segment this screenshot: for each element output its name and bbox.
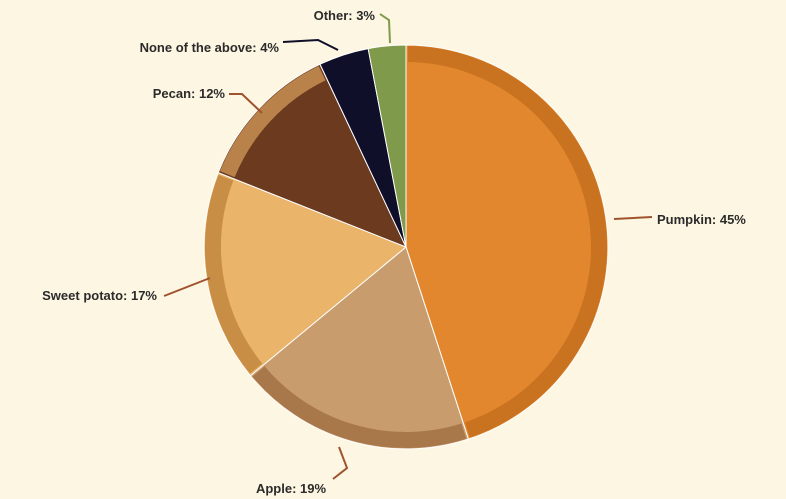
label-pumpkin: Pumpkin: 45% — [657, 212, 746, 227]
slice-pumpkin — [405, 44, 609, 440]
leader-pecan — [229, 93, 263, 114]
leader-none-of-the-above — [282, 38, 339, 51]
leader-other — [379, 13, 391, 44]
leader-sweet-potato — [163, 277, 211, 297]
crust-pumpkin — [407, 46, 607, 438]
leader-apple — [332, 446, 349, 480]
slice-other — [367, 44, 407, 248]
crust-pecan — [219, 65, 326, 178]
crust-apple — [252, 366, 467, 448]
label-apple: Apple: 19% — [256, 481, 327, 496]
pie-slices — [203, 44, 609, 450]
leader-lines — [163, 13, 653, 480]
crust-sweet-potato — [205, 174, 263, 374]
label-pecan: Pecan: 12% — [153, 86, 226, 101]
label-none-of-the-above: None of the above: 4% — [140, 40, 280, 55]
slice-apple — [249, 246, 470, 450]
label-other: Other: 3% — [314, 8, 376, 23]
leader-pumpkin — [613, 216, 653, 220]
label-sweet-potato: Sweet potato: 17% — [42, 288, 157, 303]
slice-labels: Pumpkin: 45% Apple: 19% Sweet potato: 17% P… — [42, 8, 746, 496]
